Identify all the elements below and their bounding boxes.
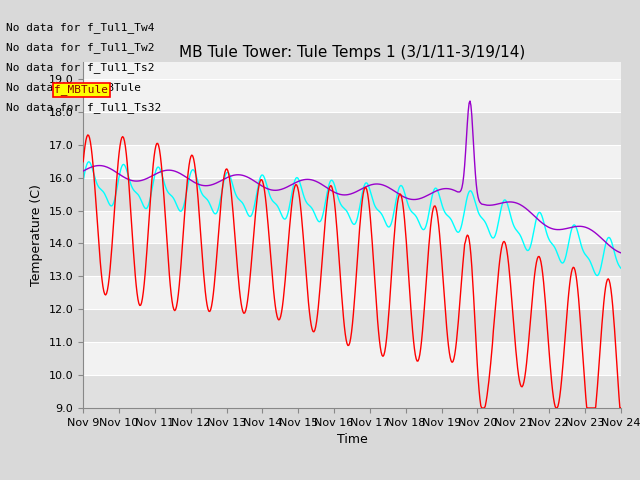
Text: No data for f_Tul1_Ts32: No data for f_Tul1_Ts32: [6, 102, 162, 113]
Bar: [83, 211, 621, 243]
Text: No data for f_Tul1_Tw2: No data for f_Tul1_Tw2: [6, 42, 155, 53]
Bar: [83, 144, 621, 178]
Bar: [83, 79, 621, 112]
Bar: [83, 309, 621, 342]
Text: No data for f_MBTule: No data for f_MBTule: [6, 82, 141, 93]
Text: No data for f_Tul1_Ts2: No data for f_Tul1_Ts2: [6, 62, 155, 73]
Bar: [83, 243, 621, 276]
Bar: [83, 178, 621, 211]
Text: f_MBTule: f_MBTule: [54, 84, 108, 96]
X-axis label: Time: Time: [337, 433, 367, 446]
Bar: [83, 276, 621, 309]
Bar: [83, 375, 621, 408]
Bar: [83, 112, 621, 144]
Title: MB Tule Tower: Tule Temps 1 (3/1/11-3/19/14): MB Tule Tower: Tule Temps 1 (3/1/11-3/19…: [179, 45, 525, 60]
Y-axis label: Temperature (C): Temperature (C): [30, 184, 43, 286]
Text: No data for f_Tul1_Tw4: No data for f_Tul1_Tw4: [6, 22, 155, 33]
Legend: Tul1_Tw+10cm, Tul1_Ts-8cm, Tul1_Ts-16cm: Tul1_Tw+10cm, Tul1_Ts-8cm, Tul1_Ts-16cm: [153, 477, 551, 480]
Bar: [83, 342, 621, 375]
